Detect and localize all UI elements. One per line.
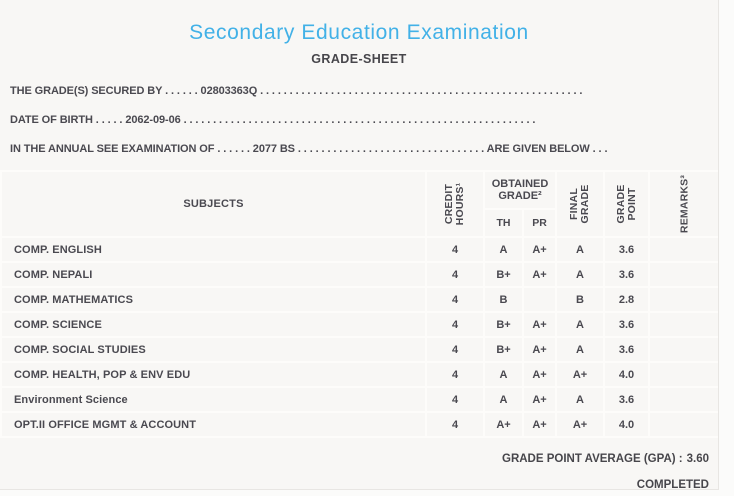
th-grade-cell: A: [483, 386, 524, 413]
pr-grade-cell: A+: [521, 411, 558, 438]
gpa-line: GRADE POINT AVERAGE (GPA) :3.60: [0, 453, 709, 465]
th-grade-cell: A: [483, 236, 524, 263]
credit-hours-cell: 4: [425, 261, 485, 288]
gpa-value: 3.60: [686, 453, 709, 465]
grade-point-cell: 3.6: [603, 386, 651, 413]
gpa-label: GRADE POINT AVERAGE (GPA) :: [502, 453, 683, 465]
column-header-final-grade: FINAL GRADE: [555, 170, 606, 238]
credit-hours-cell: 4: [425, 311, 485, 338]
subject-cell: COMP. NEPALI: [0, 261, 427, 288]
subject-cell: COMP. SOCIAL STUDIES: [0, 336, 427, 363]
th-grade-cell: B: [483, 286, 524, 313]
pr-grade-cell: A+: [521, 361, 558, 388]
column-header-grade-point: GRADE POINT: [603, 170, 651, 238]
column-header-remarks: REMARKS³: [648, 170, 718, 238]
remarks-cell: [648, 411, 718, 438]
candidate-info: THE GRADE(S) SECURED BY . . . . . . 0280…: [0, 77, 718, 164]
column-header-subjects: SUBJECTS: [0, 170, 427, 238]
column-header-th: TH: [483, 208, 524, 238]
remarks-cell: [648, 336, 718, 363]
final-grade-cell: B: [555, 286, 606, 313]
table-row: Environment Science 4 A A+ A 3.6: [0, 386, 718, 413]
grades-table: SUBJECTS CREDIT HOURS¹ OBTAINED GRADE² F: [0, 170, 718, 438]
th-grade-cell: A+: [483, 411, 524, 438]
credit-hours-cell: 4: [425, 336, 485, 363]
grade-point-cell: 4.0: [603, 411, 651, 438]
th-grade-cell: B+: [483, 311, 524, 338]
th-grade-cell: A: [483, 361, 524, 388]
credit-hours-cell: 4: [425, 236, 485, 263]
pr-grade-cell: A+: [521, 311, 558, 338]
final-grade-cell: A: [555, 261, 606, 288]
subject-cell: COMP. SCIENCE: [0, 311, 427, 338]
grade-sheet-document: Secondary Education Examination GRADE-SH…: [0, 0, 719, 490]
table-row: COMP. HEALTH, POP & ENV EDU 4 A A+ A+ 4.…: [0, 361, 718, 388]
subject-cell: COMP. MATHEMATICS: [0, 286, 427, 313]
subject-cell: COMP. HEALTH, POP & ENV EDU: [0, 361, 427, 388]
grade-point-cell: 3.6: [603, 336, 651, 363]
column-header-credit-hours: CREDIT HOURS¹: [425, 170, 485, 238]
remarks-cell: [648, 261, 718, 288]
grade-point-cell: 3.6: [603, 236, 651, 263]
final-grade-cell: A+: [555, 411, 606, 438]
result-summary: GRADE POINT AVERAGE (GPA) :3.60 COMPLETE…: [0, 453, 718, 490]
table-row: COMP. MATHEMATICS 4 B B 2.8: [0, 286, 718, 313]
table-row: COMP. SOCIAL STUDIES 4 B+ A+ A 3.6: [0, 336, 718, 363]
pr-grade-cell: A+: [521, 336, 558, 363]
credit-hours-cell: 4: [425, 386, 485, 413]
pr-grade-cell: A+: [521, 386, 558, 413]
grade-sheet-subtitle: GRADE-SHEET: [311, 52, 407, 66]
table-row: COMP. ENGLISH 4 A A+ A 3.6: [0, 236, 718, 263]
credit-hours-cell: 4: [425, 411, 485, 438]
page-title: Secondary Education Examination: [189, 21, 529, 44]
remarks-cell: [648, 386, 718, 413]
credit-hours-cell: 4: [425, 286, 485, 313]
table-row: OPT.II OFFICE MGMT & ACCOUNT 4 A+ A+ A+ …: [0, 411, 718, 438]
grade-point-cell: 4.0: [603, 361, 651, 388]
table-row: COMP. NEPALI 4 B+ A+ A 3.6: [0, 261, 718, 288]
remarks-cell: [648, 236, 718, 263]
final-grade-cell: A: [555, 236, 606, 263]
pr-grade-cell: [521, 286, 558, 313]
grade-point-cell: 3.6: [603, 261, 651, 288]
info-line-secured-by: THE GRADE(S) SECURED BY . . . . . . 0280…: [10, 85, 583, 97]
th-grade-cell: B+: [483, 261, 524, 288]
info-line-date-of-birth: DATE OF BIRTH . . . . . 2062-09-06 . . .…: [10, 114, 536, 126]
subject-cell: Environment Science: [0, 386, 427, 413]
grade-point-cell: 3.6: [603, 311, 651, 338]
final-grade-cell: A: [555, 311, 606, 338]
subject-cell: COMP. ENGLISH: [0, 236, 427, 263]
column-header-pr: PR: [521, 208, 558, 238]
scrollbar-track[interactable]: [719, 0, 734, 496]
grade-point-cell: 2.8: [603, 286, 651, 313]
column-header-obtained-grade: OBTAINED GRADE²: [482, 170, 558, 210]
pr-grade-cell: A+: [521, 236, 558, 263]
th-grade-cell: B+: [483, 336, 524, 363]
pr-grade-cell: A+: [521, 261, 558, 288]
completion-status: COMPLETED: [636, 479, 709, 490]
remarks-cell: [648, 361, 718, 388]
subject-cell: OPT.II OFFICE MGMT & ACCOUNT: [0, 411, 427, 438]
final-grade-cell: A: [555, 336, 606, 363]
table-row: COMP. SCIENCE 4 B+ A+ A 3.6: [0, 311, 718, 338]
final-grade-cell: A+: [555, 361, 606, 388]
remarks-cell: [648, 286, 718, 313]
credit-hours-cell: 4: [425, 361, 485, 388]
remarks-cell: [648, 311, 718, 338]
info-line-examination: IN THE ANNUAL SEE EXAMINATION OF . . . .…: [10, 143, 608, 155]
final-grade-cell: A: [555, 386, 606, 413]
